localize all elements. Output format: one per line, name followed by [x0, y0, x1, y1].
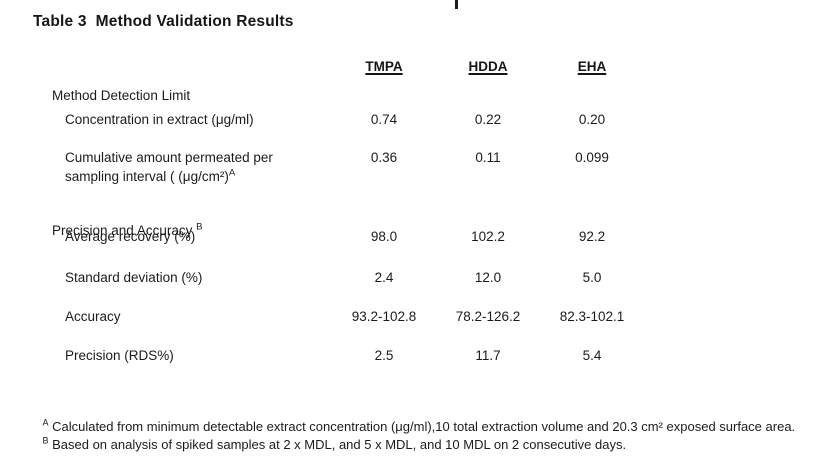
section-heading-text: Precision and Accuracy: [52, 223, 193, 238]
cell-value: 0.20: [578, 112, 606, 127]
table-title: Table 3 Method Validation Results: [33, 13, 294, 30]
section-heading-superscript: B: [196, 221, 203, 233]
column-header-eha: EHA: [577, 59, 607, 74]
cell-value: 11.7: [475, 348, 501, 363]
cell-value: 93.2-102.8: [351, 309, 417, 324]
cell-value: 92.2: [578, 229, 606, 244]
cell-value: 78.2-126.2: [455, 309, 521, 324]
cell-value: 82.3-102.1: [559, 309, 625, 324]
cell-value: 2.4: [374, 270, 394, 285]
column-header-tmpa: TMPA: [365, 59, 403, 74]
cell-value: 12.0: [474, 270, 502, 285]
footnote-text: Based on analysis of spiked samples at 2…: [52, 437, 627, 452]
cell-value: 5.4: [582, 348, 602, 363]
footnote-marker: B: [42, 435, 49, 446]
footnote-text: Calculated from minimum detectable extra…: [52, 419, 796, 434]
footnote-b: B Based on analysis of spiked samples at…: [28, 419, 828, 462]
table-row: Precision (RDS%) 2.5 11.7 5.4: [37, 346, 657, 365]
row-label-line2: sampling interval ( (μg/cm²): [65, 169, 229, 184]
row-label: Standard deviation (%): [65, 270, 203, 285]
cell-value: 2.5: [374, 348, 394, 363]
cell-value: 0.36: [370, 150, 398, 165]
cell-value: 5.0: [582, 270, 602, 285]
section-heading-method-detection-limit: Method Detection Limit: [37, 73, 190, 118]
cell-value: 0.099: [575, 150, 609, 165]
table-row: Concentration in extract (μg/ml) 0.74 0.…: [37, 110, 657, 129]
row-label-line1: Cumulative amount permeated per: [65, 150, 273, 165]
cell-value: 0.74: [370, 112, 398, 127]
cell-value: 0.11: [475, 150, 501, 165]
footnote-marker: A: [42, 417, 49, 428]
table-row: Standard deviation (%) 2.4 12.0 5.0: [37, 268, 657, 287]
row-label: Cumulative amount permeated per sampling …: [37, 148, 332, 186]
row-label: Average recovery (%): [65, 229, 196, 244]
cell-value: 102.2: [471, 229, 505, 244]
section-heading-text: Method Detection Limit: [52, 88, 191, 103]
table-row: Accuracy 93.2-102.8 78.2-126.2 82.3-102.…: [37, 307, 657, 326]
row-label: Accuracy: [65, 309, 121, 324]
footnote-a: A Calculated from minimum detectable ext…: [28, 401, 828, 452]
cell-value: 0.22: [474, 112, 502, 127]
column-headers: TMPA HDDA EHA: [332, 59, 644, 74]
table-row: Cumulative amount permeated per sampling …: [37, 148, 657, 186]
column-header-hdda: HDDA: [468, 59, 508, 74]
cell-value: 98.0: [370, 229, 398, 244]
page-crop-artifact: [455, 0, 458, 9]
row-label-superscript: A: [228, 167, 236, 179]
row-label: Precision (RDS%): [65, 348, 174, 363]
table-row: Average recovery (%) 98.0 102.2 92.2: [37, 227, 657, 246]
row-label: Concentration in extract (μg/ml): [65, 112, 254, 127]
section-heading-precision-and-accuracy: Precision and Accuracy B: [37, 208, 202, 253]
